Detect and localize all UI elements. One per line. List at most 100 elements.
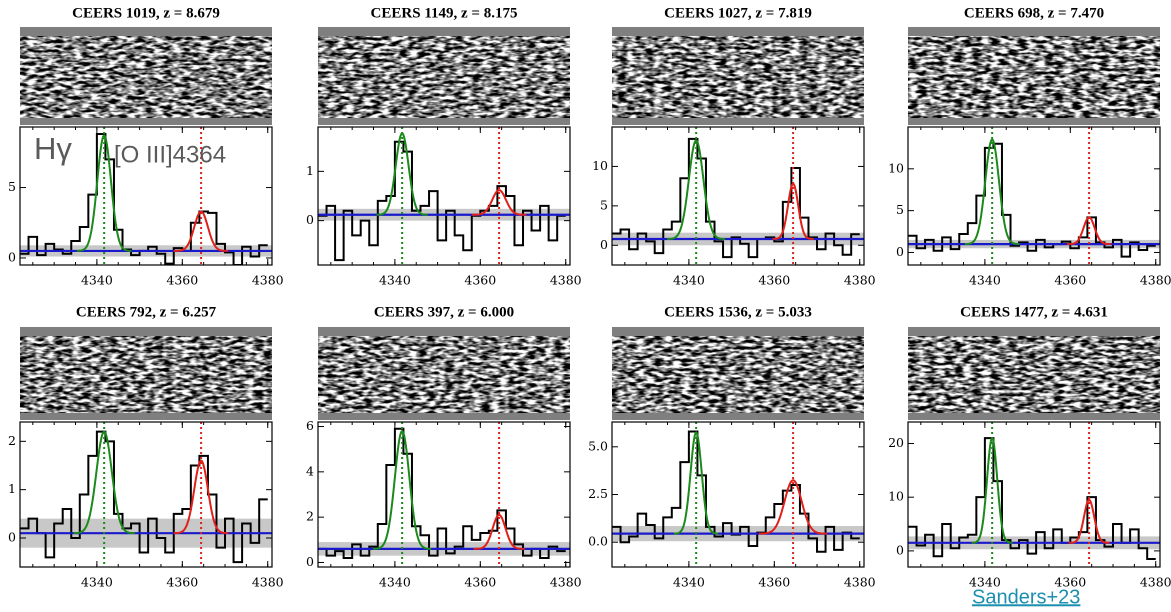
y-tick-label: 6 (306, 418, 314, 433)
x-tick-label: 4360 (464, 273, 496, 288)
image-mask (20, 327, 272, 336)
x-tick-label: 4360 (758, 273, 790, 288)
y-tick-label: 2 (306, 509, 314, 524)
plot-area (612, 422, 864, 567)
x-tick-label: 4340 (81, 575, 113, 590)
spectrum-image (20, 327, 272, 420)
plot-frame (907, 126, 1161, 266)
line-fit (471, 189, 527, 216)
line-fit (373, 429, 432, 550)
panel-title: CEERS 397, z = 6.000 (374, 304, 514, 320)
annotation: Hγ (34, 131, 72, 166)
line-fit (964, 138, 1020, 246)
x-tick-label: 4340 (969, 273, 1001, 288)
image-mask (612, 118, 864, 125)
x-tick-label: 4380 (844, 575, 876, 590)
spectrum-image (612, 327, 864, 420)
image-mask (908, 118, 1160, 125)
plot-area (318, 422, 570, 567)
panel-title: CEERS 1149, z = 8.175 (371, 5, 518, 21)
plot-area (20, 127, 272, 265)
y-tick-label: 5 (600, 197, 608, 212)
panel-title: CEERS 1019, z = 8.679 (72, 5, 220, 21)
x-tick-label: 4340 (673, 575, 705, 590)
image-mask (20, 118, 272, 125)
x-tick-label: 4380 (844, 273, 876, 288)
x-tick-label: 4380 (550, 273, 582, 288)
x-tick-label: 4360 (166, 273, 198, 288)
line-fit (758, 479, 828, 535)
image-mask (908, 27, 1160, 36)
line-fit (173, 210, 229, 252)
image-mask (318, 118, 570, 125)
image-mask (908, 413, 1160, 420)
panel-title: CEERS 1477, z = 4.631 (960, 304, 1108, 320)
y-tick-label: 0 (306, 554, 314, 569)
data-line (318, 140, 566, 262)
y-tick-label: 10 (888, 489, 904, 504)
image-mask (908, 327, 1160, 336)
x-tick-label: 4380 (550, 575, 582, 590)
image-mask (612, 27, 864, 36)
y-tick-label: 0 (8, 249, 16, 264)
y-tick-label: 1 (306, 163, 314, 178)
y-tick-label: 20 (888, 435, 904, 450)
y-tick-label: 0 (896, 542, 904, 557)
x-tick-label: 4380 (252, 273, 284, 288)
x-tick-label: 4360 (758, 575, 790, 590)
x-tick-label: 4340 (673, 273, 705, 288)
image-mask (318, 327, 570, 336)
plot-area (908, 127, 1160, 265)
spectrum-image (908, 327, 1160, 420)
image-mask (612, 327, 864, 336)
y-tick-label: 0 (600, 237, 608, 252)
plot-area (318, 127, 570, 265)
x-tick-label: 4340 (379, 273, 411, 288)
x-tick-label: 4380 (1140, 273, 1171, 288)
plot-frame (907, 421, 1161, 568)
line-fit (667, 139, 726, 240)
plot-area (612, 127, 864, 265)
y-tick-label: 2.5 (588, 486, 608, 501)
plot-frame (317, 421, 571, 568)
y-tick-label: 5 (896, 202, 904, 217)
y-tick-label: 4 (306, 463, 314, 478)
line-fit (73, 430, 135, 535)
spectrum-image (908, 27, 1160, 125)
data-line (318, 427, 566, 559)
x-tick-label: 4380 (1140, 575, 1171, 590)
spectrum-image (318, 27, 570, 125)
x-tick-label: 4360 (1054, 575, 1086, 590)
plot-frame (611, 126, 865, 266)
data-line (908, 437, 1156, 560)
line-fit (1068, 498, 1110, 544)
source-link[interactable]: Sanders+23 (972, 586, 1080, 608)
plot-frame (19, 126, 273, 266)
line-fit (473, 513, 525, 550)
image-mask (20, 27, 272, 36)
panel-title: CEERS 1027, z = 7.819 (664, 5, 812, 21)
x-tick-label: 4340 (81, 273, 113, 288)
annotation: [O III]4364 (114, 141, 226, 168)
y-tick-label: 0 (306, 212, 314, 227)
line-fit (76, 134, 132, 252)
plot-frame (19, 421, 273, 568)
x-tick-label: 4340 (969, 575, 1001, 590)
image-mask (20, 413, 272, 420)
y-tick-label: 2 (8, 433, 16, 448)
x-tick-label: 4360 (166, 575, 198, 590)
y-tick-label: 5.0 (588, 438, 608, 453)
y-tick-label: 0 (8, 530, 16, 545)
image-mask (318, 27, 570, 36)
image-mask (318, 413, 570, 420)
y-tick-label: 0 (896, 244, 904, 259)
spectrum-image (318, 327, 570, 420)
spectrum-image (612, 27, 864, 125)
spectrum-image (20, 27, 272, 125)
y-tick-label: 0.0 (588, 534, 608, 549)
panel-title: CEERS 698, z = 7.470 (964, 5, 1104, 21)
panel-title: CEERS 1536, z = 5.033 (664, 304, 812, 320)
y-tick-label: 1 (8, 481, 16, 496)
x-tick-label: 4340 (379, 575, 411, 590)
